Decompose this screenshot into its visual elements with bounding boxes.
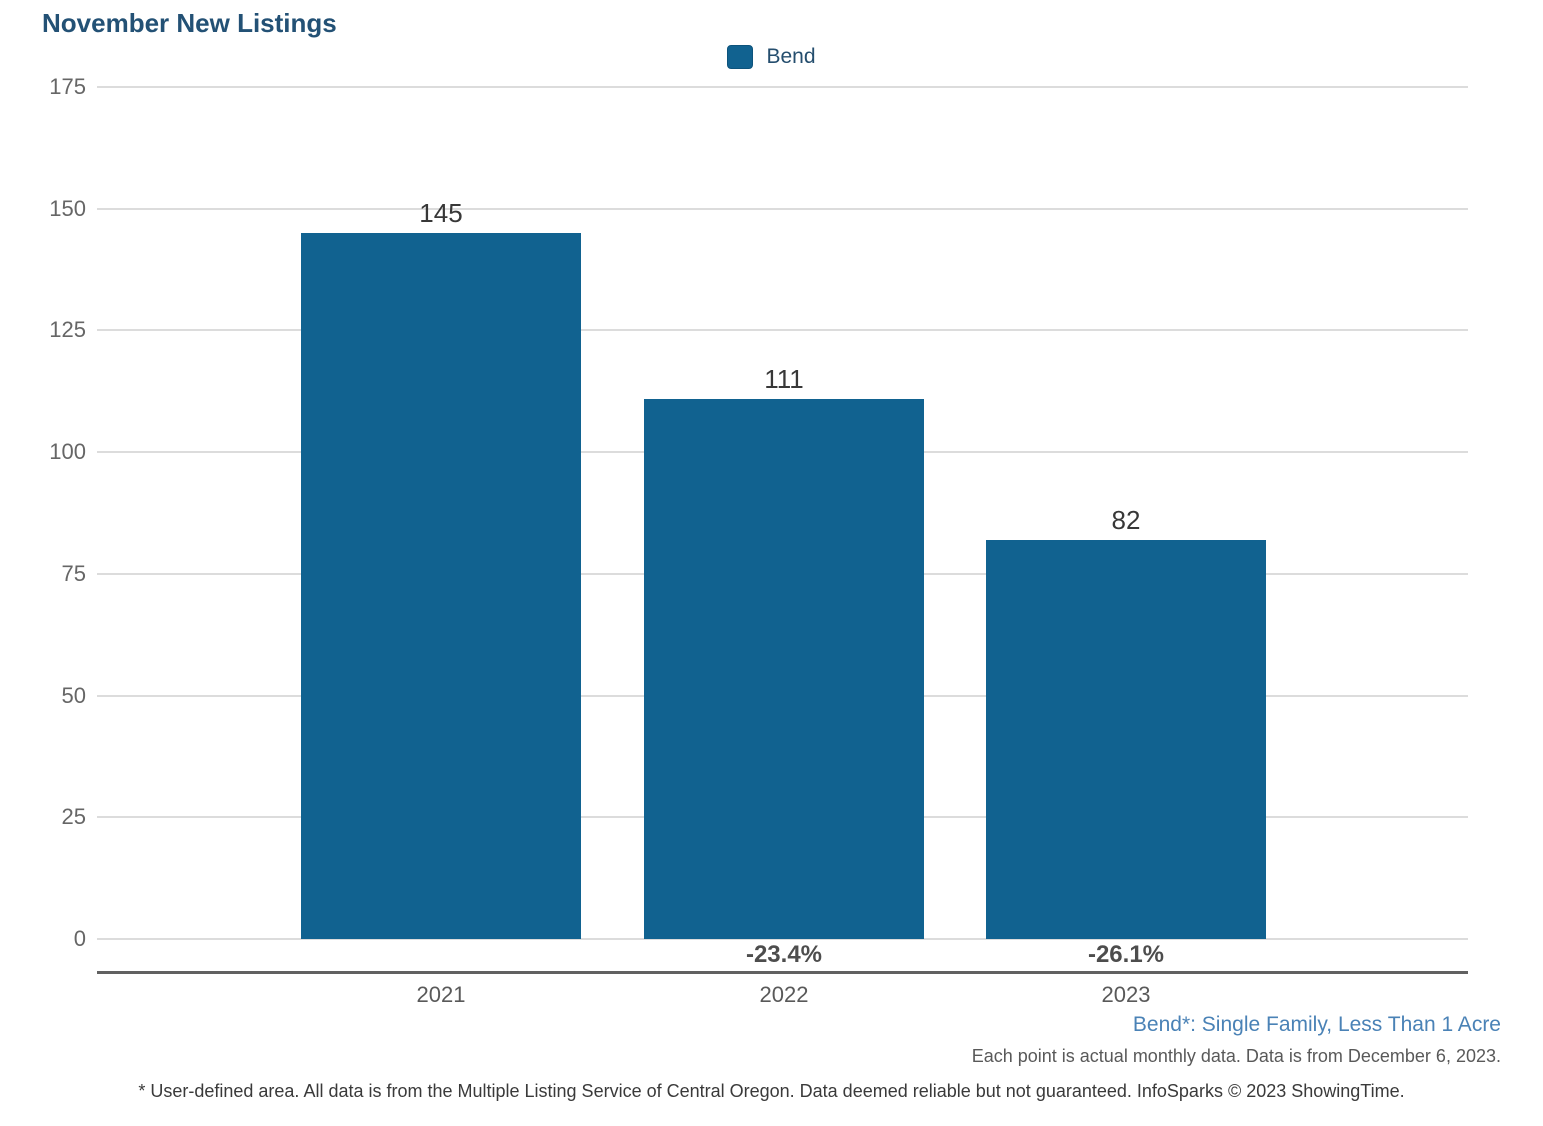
- bar-value-label: 145: [419, 198, 463, 229]
- legend-label: Bend: [766, 45, 816, 68]
- y-tick-label: 75: [61, 560, 86, 586]
- bar-2023[interactable]: [986, 539, 1266, 939]
- gridline: [97, 329, 1468, 332]
- bar-pct-label: -26.1%: [1087, 941, 1165, 968]
- gridline: [97, 207, 1468, 210]
- x-tick-label: 2021: [416, 982, 466, 1007]
- y-tick-label: 125: [49, 317, 86, 343]
- legend: Bend: [0, 45, 1543, 69]
- bar-2022[interactable]: [644, 398, 924, 939]
- gridline: [97, 938, 1468, 940]
- legend-item-bend[interactable]: Bend: [727, 45, 816, 69]
- y-tick-label: 0: [73, 926, 86, 951]
- legend-swatch-icon: [727, 45, 754, 69]
- series-definition-note: Bend*: Single Family, Less Than 1 Acre: [1132, 1013, 1501, 1036]
- bar-pct-label: -23.4%: [745, 941, 823, 968]
- x-tick-label: 2022: [759, 982, 809, 1007]
- bar-value-label: 111: [764, 363, 804, 394]
- bar-value-label: 82: [1111, 504, 1141, 535]
- x-tick-label: 2023: [1101, 982, 1151, 1007]
- gridline: [97, 86, 1468, 88]
- y-tick-label: 25: [61, 804, 86, 830]
- x-axis-line: [97, 971, 1468, 974]
- y-tick-label: 50: [61, 682, 86, 708]
- y-tick-label: 150: [49, 195, 86, 221]
- chart-title: November New Listings: [42, 8, 337, 38]
- bar-2021[interactable]: [301, 233, 581, 939]
- y-tick-label: 100: [49, 439, 86, 465]
- y-tick-label: 175: [49, 74, 86, 99]
- disclaimer-note: * User-defined area. All data is from th…: [138, 1081, 1405, 1101]
- data-source-note: Each point is actual monthly data. Data …: [971, 1046, 1501, 1066]
